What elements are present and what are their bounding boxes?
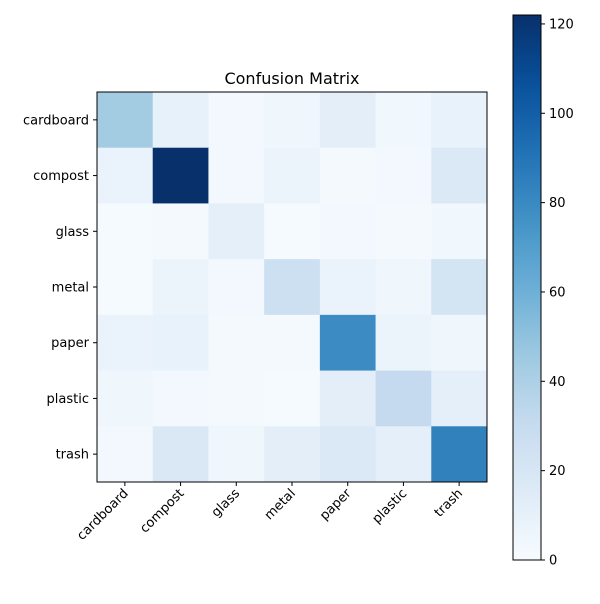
heatmap-cell [431, 426, 488, 483]
colorbar-tick-label: 0 [549, 554, 557, 569]
heatmap-cell [375, 426, 432, 483]
heatmap-cell [319, 370, 377, 427]
heatmap-cell [152, 426, 209, 483]
x-tick-label: compost [137, 486, 187, 536]
heatmap-cell [375, 147, 432, 204]
heatmap-cell [375, 92, 432, 149]
heatmap-cell [431, 203, 488, 260]
heatmap-cell [319, 147, 377, 204]
heatmap-cell [97, 259, 154, 316]
heatmap-cell [431, 314, 488, 372]
y-tick-label: paper [51, 336, 89, 351]
heatmap-cell [319, 203, 377, 260]
heatmap-cell [152, 92, 209, 149]
x-tick-label: metal [262, 486, 299, 523]
chart-title: Confusion Matrix [224, 69, 359, 88]
y-tick-label: glass [56, 225, 90, 240]
x-tick-label: trash [432, 486, 466, 520]
heatmap-cell [264, 203, 321, 260]
heatmap-cell [208, 259, 265, 316]
x-tick-label: paper [317, 486, 355, 524]
colorbar-tick-label: 120 [549, 17, 574, 32]
heatmap-cell [97, 370, 154, 427]
x-tick-label: cardboard [74, 486, 131, 543]
heatmap-cell [431, 92, 488, 149]
heatmap-cell [431, 259, 488, 316]
heatmap-cell [97, 314, 154, 372]
heatmap-cell [264, 259, 321, 316]
heatmap-cell [97, 203, 154, 260]
y-tick-label: trash [56, 448, 89, 463]
y-axis: cardboard compost glass metal paper plastic tr… [23, 113, 97, 463]
heatmap-cell [152, 259, 209, 316]
heatmap-cell [152, 314, 209, 372]
y-tick-label: plastic [47, 392, 89, 407]
heatmap-cells [97, 92, 488, 483]
heatmap-cell [375, 203, 432, 260]
heatmap-cell [208, 203, 265, 260]
colorbar-tick-label: 20 [549, 464, 566, 479]
heatmap-cell [319, 426, 377, 483]
heatmap-cell [375, 314, 432, 372]
heatmap-cell [208, 370, 265, 427]
x-tick-label: plastic [370, 486, 411, 527]
colorbar-tick-label: 60 [549, 285, 566, 300]
heatmap-cell [152, 203, 209, 260]
heatmap-cell [319, 92, 377, 149]
x-tick-label: glass [209, 486, 243, 520]
x-axis: cardboard compost glass metal paper plastic tr… [74, 482, 466, 544]
heatmap-cell [208, 92, 265, 149]
colorbar-gradient [512, 14, 542, 561]
colorbar-tick-label: 40 [549, 375, 566, 390]
heatmap-cell [208, 426, 265, 483]
colorbar-tick-label: 80 [549, 196, 566, 211]
heatmap-cell [152, 370, 209, 427]
heatmap-cell [208, 147, 265, 204]
heatmap-cell [97, 426, 154, 483]
colorbar-tick-label: 100 [549, 107, 574, 122]
heatmap-cell [319, 259, 377, 316]
plot-frame [96, 91, 488, 483]
y-tick-label: cardboard [23, 113, 89, 128]
heatmap-cell [264, 314, 321, 372]
heatmap-cell [264, 92, 321, 149]
heatmap-cell [375, 370, 432, 427]
heatmap-cell [431, 147, 488, 204]
heatmap-cell [264, 426, 321, 483]
y-tick-label: metal [52, 281, 89, 296]
heatmap-cell [264, 370, 321, 427]
y-tick-label: compost [33, 169, 89, 184]
heatmap-cell [97, 147, 154, 204]
heatmap-cell [375, 259, 432, 316]
heatmap-cell [264, 147, 321, 204]
heatmap-cell [319, 314, 377, 372]
heatmap-cell [97, 92, 154, 149]
colorbar: 0 20 40 60 80 100 120 [512, 14, 574, 569]
heatmap-cell [431, 370, 488, 427]
heatmap-cell [208, 314, 265, 372]
heatmap-cell [152, 147, 209, 204]
